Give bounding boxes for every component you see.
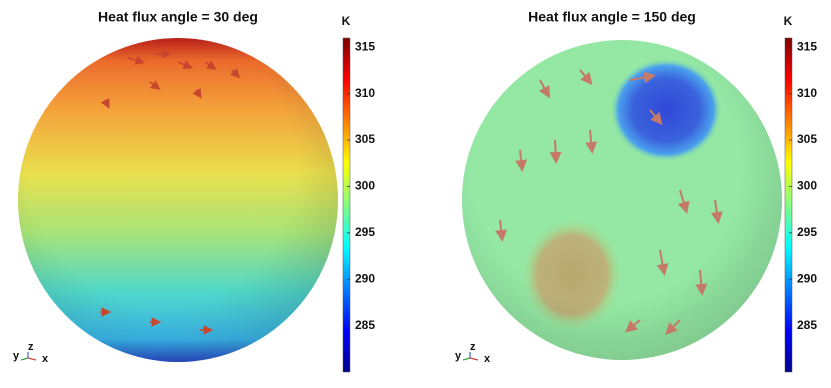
colorbar-tick-label: 290 [355,271,375,285]
axis-triad-label: y [13,350,20,362]
sphere-right [462,40,782,360]
colorbar-label: K [342,14,351,28]
colorbar-tick-label: 295 [797,225,817,239]
colorbar-tick-label: 300 [355,179,375,193]
colorbar-tick-label: 295 [355,225,375,239]
axis-triad-label: x [484,353,491,365]
colorbar-tick-label: 310 [797,86,817,100]
colorbar-tick-label: 315 [797,39,817,53]
axis-triad-label: z [470,341,476,353]
colorbar-tick-label: 305 [355,132,375,146]
colorbar-tick-label: 310 [355,86,375,100]
axis-triad-left [20,352,37,361]
colorbar-tick-label: 315 [355,39,375,53]
colorbar-label: K [784,14,793,28]
colorbar [784,37,793,373]
chart-title: Heat flux angle = 150 deg [528,9,696,25]
sphere-left [18,38,338,362]
colorbar-tick-label: 300 [797,179,817,193]
axis-triad-label: x [42,353,49,365]
axis-triad-label: y [455,350,462,362]
colorbar-tick-label: 285 [797,318,817,332]
chart-title: Heat flux angle = 30 deg [98,9,258,25]
colorbar-tick-label: 285 [355,318,375,332]
colorbar-tick-label: 290 [797,271,817,285]
colorbar-tick-label: 305 [797,132,817,146]
axis-triad-label: z [28,341,34,353]
axis-triad-right [462,352,479,361]
colorbar [342,37,351,373]
